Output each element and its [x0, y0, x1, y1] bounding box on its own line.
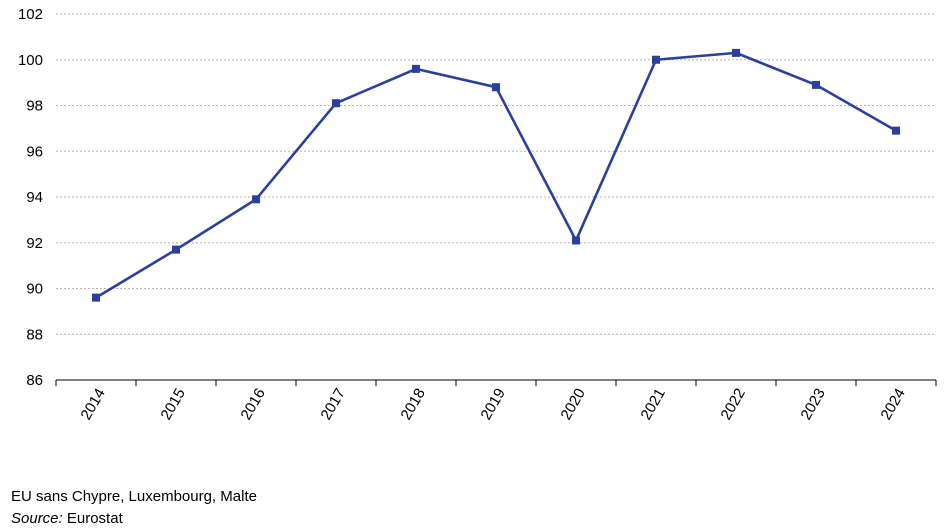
data-point-marker: [252, 195, 260, 204]
x-tick-label: 2024: [877, 385, 908, 422]
x-tick-label: 2014: [77, 385, 108, 422]
x-axis-tick-labels: 2014 2015 2016 2017 2018 2019 2020 2021 2022 2023…: [77, 385, 908, 422]
footnote-note: EU sans Chypre, Luxembourg, Malte: [11, 488, 257, 506]
y-tick-label: 92: [26, 235, 43, 252]
x-tick-label: 2023: [797, 385, 828, 422]
gridlines: [56, 13, 936, 335]
x-tick-label: 2019: [477, 385, 508, 422]
series: [92, 48, 900, 302]
data-point-marker: [572, 236, 580, 245]
x-tick-label: 2021: [637, 385, 668, 422]
x-tick-label: 2018: [397, 385, 428, 422]
x-tick-label: 2016: [237, 385, 268, 422]
data-point-marker: [92, 293, 100, 302]
y-tick-label: 94: [26, 189, 43, 206]
x-tick-label: 2022: [717, 385, 748, 422]
source-value: Eurostat: [62, 510, 123, 527]
y-axis-tick-labels: 86 88 90 92 94 96 98 100 102: [18, 6, 43, 389]
data-point-marker: [332, 99, 340, 108]
x-tick-label: 2020: [557, 385, 588, 422]
data-point-marker: [732, 48, 740, 57]
footnote-note-text: EU sans Chypre, Luxembourg, Malte: [11, 488, 257, 505]
data-point-marker: [892, 126, 900, 135]
y-tick-label: 100: [18, 52, 43, 69]
data-point-marker: [652, 55, 660, 64]
footnote-source: Source: Eurostat: [11, 510, 123, 528]
y-tick-label: 96: [26, 143, 43, 160]
data-point-marker: [412, 64, 420, 73]
data-point-marker: [812, 80, 820, 89]
x-axis: [55, 379, 937, 386]
data-point-marker: [492, 83, 500, 92]
y-tick-label: 90: [26, 281, 43, 298]
y-tick-label: 86: [26, 372, 43, 389]
source-label: Source:: [11, 510, 63, 527]
y-tick-label: 88: [26, 326, 43, 343]
y-tick-label: 102: [18, 6, 43, 23]
data-point-marker: [172, 245, 180, 254]
x-tick-label: 2017: [317, 385, 348, 422]
x-tick-label: 2015: [157, 385, 188, 422]
y-tick-label: 98: [26, 98, 43, 115]
